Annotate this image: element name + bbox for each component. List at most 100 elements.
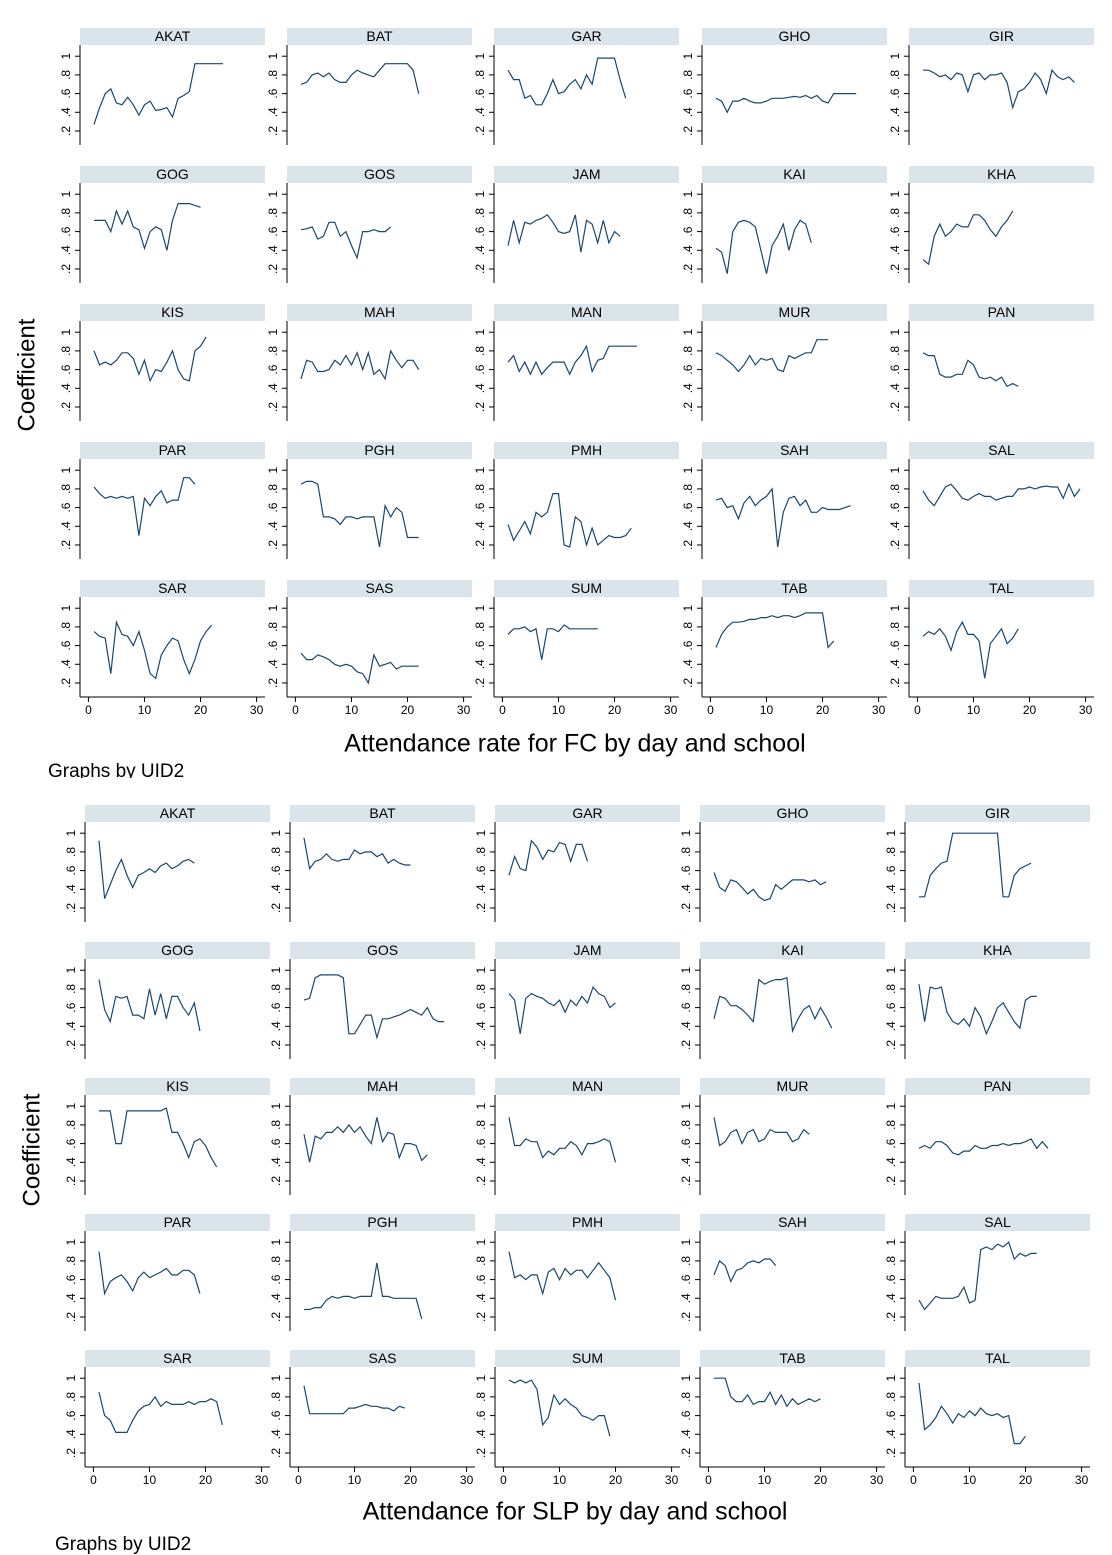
y-tick-label: .6 (681, 226, 695, 236)
strip (700, 1214, 885, 1231)
y-tick-label: 1 (266, 191, 280, 198)
chart-fc: Coefficient Attendance rate for FC by day… (13, 28, 1094, 778)
y-tick-label: .2 (884, 1312, 898, 1322)
y-tick-label: .8 (64, 984, 78, 994)
y-tick-label: .4 (888, 383, 902, 393)
x-tick-label: 30 (1075, 1473, 1089, 1487)
panel-title: SAH (780, 442, 809, 458)
y-tick-label: .8 (64, 1120, 78, 1130)
y-tick-label: .4 (474, 1293, 488, 1303)
y-tick-label: 1 (679, 830, 693, 837)
strip (290, 1078, 475, 1095)
x-tick-label: 30 (870, 1473, 884, 1487)
y-tick-label: 1 (681, 467, 695, 474)
y-tick-label: .4 (681, 245, 695, 255)
line (300, 63, 420, 94)
x-tick-label: 30 (460, 1473, 474, 1487)
y-tick-label: .2 (679, 1040, 693, 1050)
y-tick-label: .8 (884, 1392, 898, 1402)
y-tick-label: .6 (884, 1002, 898, 1012)
strip (702, 304, 887, 321)
y-tick-label: .6 (269, 865, 283, 875)
x-tick-label: 10 (143, 1473, 157, 1487)
line (98, 1251, 201, 1296)
y-tick-label: .2 (64, 1312, 78, 1322)
line (300, 349, 420, 381)
y-tick-label: .6 (474, 1138, 488, 1148)
y-tick-label: .8 (884, 984, 898, 994)
panel-title: TAL (989, 580, 1014, 596)
y-tick-label: .8 (679, 1256, 693, 1266)
y-tick-label: .8 (474, 984, 488, 994)
panel-title: KHA (983, 942, 1012, 958)
y-tick-label: .8 (59, 70, 73, 80)
x-tick-label: 0 (705, 1473, 712, 1487)
chart-slp: Coefficient Attendance for SLP by day and… (18, 805, 1090, 1555)
strip (905, 805, 1090, 822)
x-tick-label: 0 (499, 703, 506, 717)
y-tick-label: .6 (269, 1410, 283, 1420)
strip (85, 1078, 270, 1095)
strip (494, 580, 679, 597)
panel-title: BAT (369, 805, 396, 821)
y-tick-label: .2 (679, 903, 693, 913)
y-tick-label: .2 (269, 1448, 283, 1458)
strip (700, 1078, 885, 1095)
line (507, 213, 621, 253)
y-axis-title: Coefficient (18, 1093, 45, 1206)
y-tick-label: .4 (59, 521, 73, 531)
y-tick-label: .6 (64, 865, 78, 875)
y-tick-label: .2 (269, 1176, 283, 1186)
y-tick-label: .8 (266, 622, 280, 632)
y-tick-label: .8 (64, 1256, 78, 1266)
y-tick-label: .2 (679, 1448, 693, 1458)
line (98, 979, 201, 1032)
y-tick-label: 1 (59, 191, 73, 198)
y-tick-label: .8 (269, 984, 283, 994)
y-tick-label: .6 (269, 1274, 283, 1284)
y-tick-label: .2 (269, 1312, 283, 1322)
x-tick-label: 10 (758, 1473, 772, 1487)
y-tick-label: 1 (269, 1103, 283, 1110)
line (303, 974, 445, 1040)
y-tick-label: .2 (884, 903, 898, 913)
y-tick-label: .2 (266, 540, 280, 550)
y-tick-label: .8 (474, 1392, 488, 1402)
y-tick-label: .4 (474, 884, 488, 894)
y-tick-label: 1 (884, 967, 898, 974)
y-tick-label: 1 (473, 605, 487, 612)
line (715, 219, 812, 274)
x-tick-label: 0 (910, 1473, 917, 1487)
line (508, 1379, 611, 1437)
strip (85, 1214, 270, 1231)
y-tick-label: .4 (473, 521, 487, 531)
y-tick-label: .6 (473, 640, 487, 650)
y-tick-label: .2 (884, 1040, 898, 1050)
y-tick-label: .6 (266, 640, 280, 650)
x-tick-label: 20 (401, 703, 415, 717)
line (300, 652, 419, 685)
x-tick-label: 20 (1019, 1473, 1033, 1487)
panel-title: JAM (574, 942, 602, 958)
y-tick-label: .6 (884, 865, 898, 875)
y-tick-label: .8 (888, 346, 902, 356)
strip (287, 442, 472, 459)
y-tick-label: 1 (64, 1239, 78, 1246)
y-tick-label: .4 (59, 383, 73, 393)
y-tick-label: .2 (681, 402, 695, 412)
y-tick-label: 1 (266, 53, 280, 60)
strip (287, 580, 472, 597)
y-tick-label: .2 (884, 1176, 898, 1186)
line (507, 624, 598, 660)
y-tick-label: .8 (888, 622, 902, 632)
y-tick-label: .8 (64, 1392, 78, 1402)
panel-title: SAL (984, 1214, 1011, 1230)
strip (702, 580, 887, 597)
y-tick-label: .6 (681, 640, 695, 650)
y-tick-label: .6 (884, 1274, 898, 1284)
panel-title: MUR (777, 1078, 809, 1094)
line (93, 619, 213, 680)
y-tick-label: .8 (474, 1120, 488, 1130)
y-tick-label: .6 (473, 88, 487, 98)
y-tick-label: 1 (269, 1375, 283, 1382)
